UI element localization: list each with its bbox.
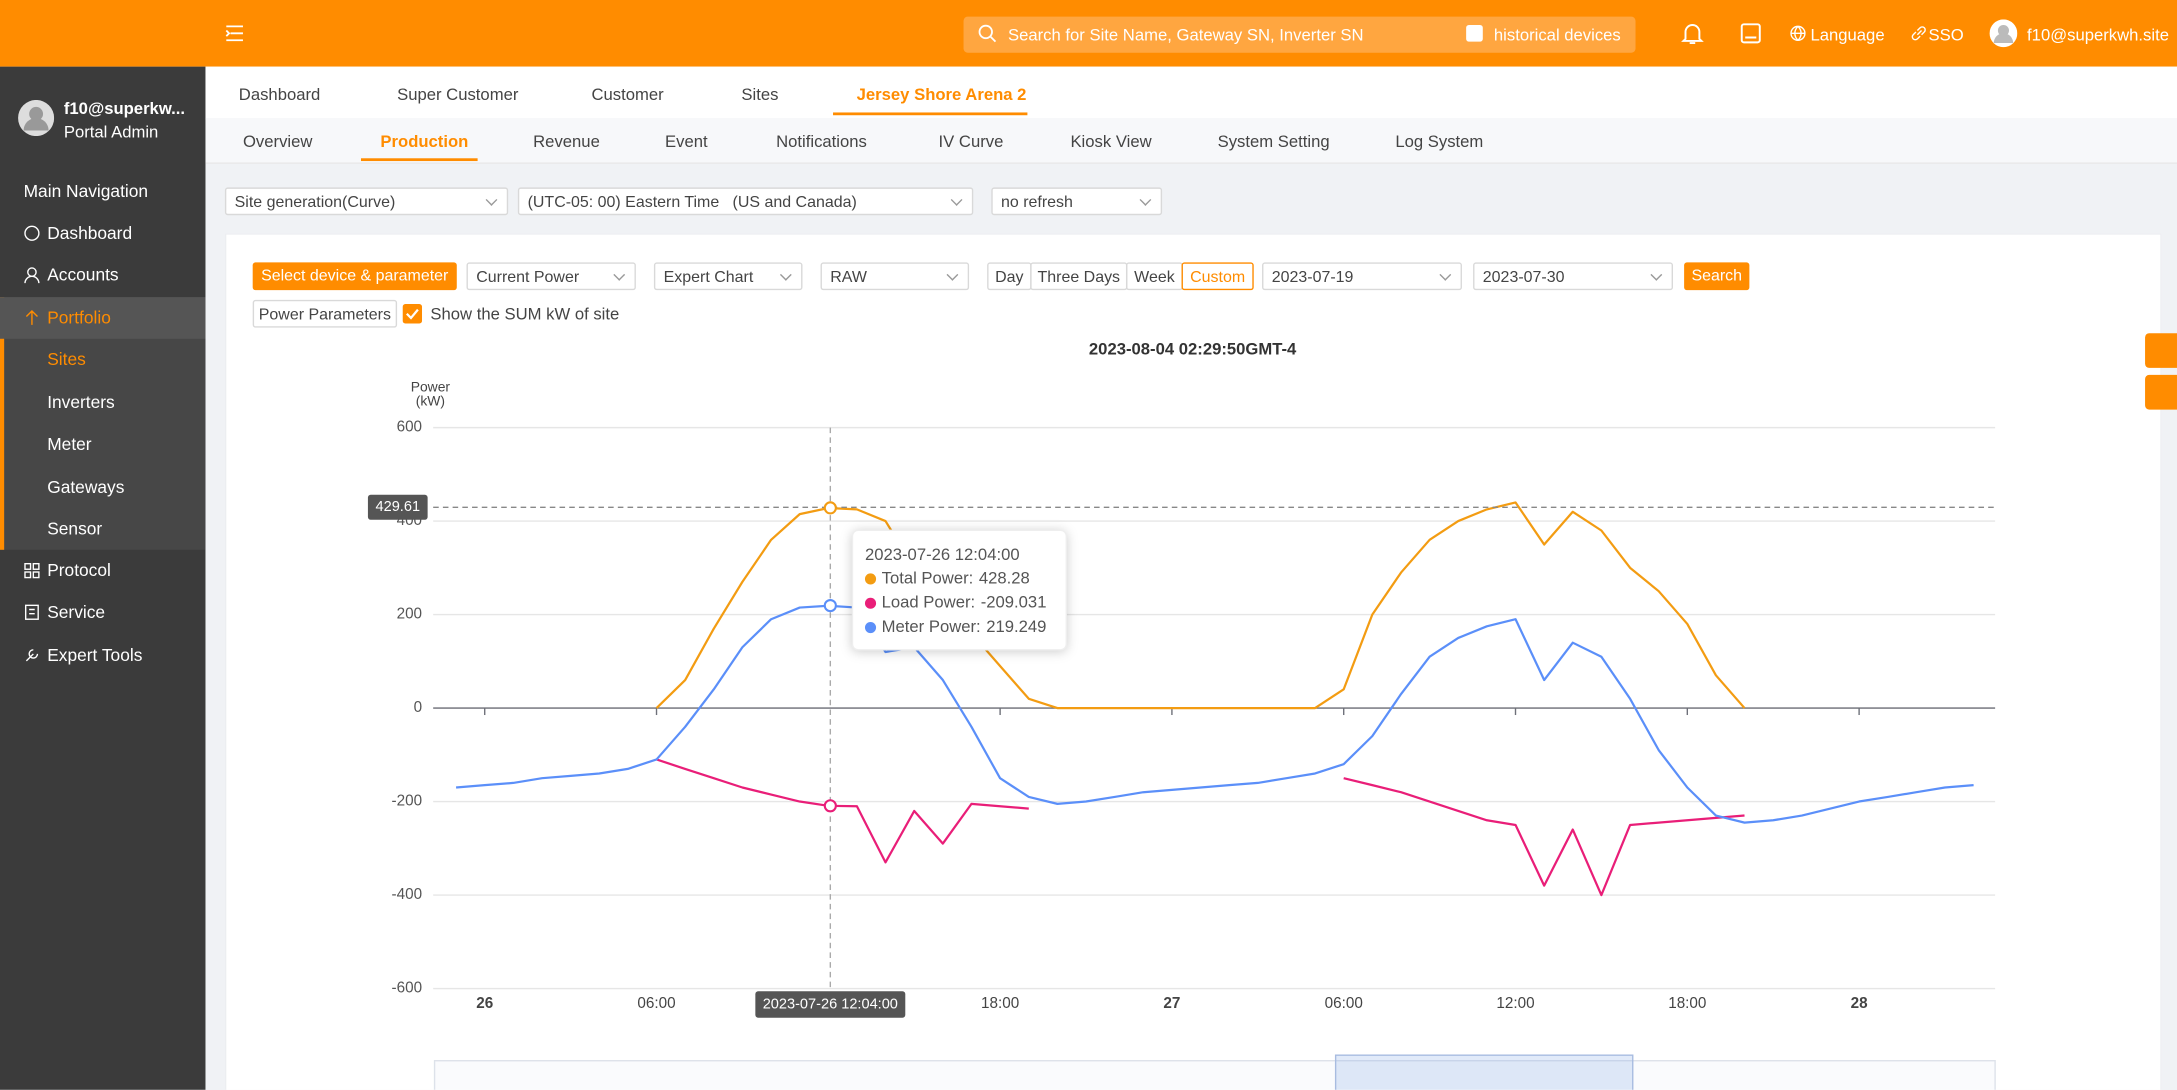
y-tick-label: -600 [392,980,423,997]
pointer-dot [825,800,836,811]
app: Search for Site Name, Gateway SN, Invert… [0,0,2177,1090]
tooltip-marker [865,598,876,609]
x-tick-label: 18:00 [1668,995,1706,1012]
y-tick-label: 600 [397,419,422,436]
series-line [657,759,1745,895]
x-tick-label: 06:00 [637,995,675,1012]
y-tick-label: -400 [392,886,423,903]
y-tick-label: -200 [392,793,423,810]
tooltip-title: 2023-07-26 12:04:00 [865,545,1020,564]
page: Production { "header": {"search_placehol… [0,0,2177,1090]
series-line [456,606,1974,823]
tooltip-value: 219.249 [986,617,1046,636]
y-tick-label: 200 [397,606,422,623]
tooltip-label: Total Power: [882,568,974,587]
tooltip-value: -209.031 [981,593,1047,612]
pointer-x-label: 2023-07-26 12:04:00 [763,996,898,1012]
tooltip-marker [865,573,876,584]
x-tick-label: 18:00 [981,995,1019,1012]
x-tick-label: 27 [1163,995,1180,1012]
body: Search for Site Name, Gateway SN, Invert… [0,0,2177,1090]
y-tick-label: 0 [414,699,423,716]
pointer-dot [825,600,836,611]
x-tick-label: 26 [476,995,493,1012]
chart-title: 2023-08-04 02:29:50GMT-4 [1089,339,1297,358]
tooltip-label: Meter Power: [882,617,981,636]
chart: 2023-08-04 02:29:50GMT-4 6004002000-200-… [0,0,2177,1090]
tooltip-value: 428.28 [979,568,1030,587]
x-tick-label: 28 [1851,995,1868,1012]
pointer-dot [825,502,836,513]
x-tick-label: 06:00 [1325,995,1363,1012]
pointer-y-label: 429.61 [376,499,421,515]
x-tick-label: 12:00 [1496,995,1534,1012]
zoom-slider[interactable] [435,1061,1996,1090]
tooltip-label: Load Power: [882,593,976,612]
zoom-window[interactable] [1336,1055,1633,1090]
tooltip-marker [865,622,876,633]
